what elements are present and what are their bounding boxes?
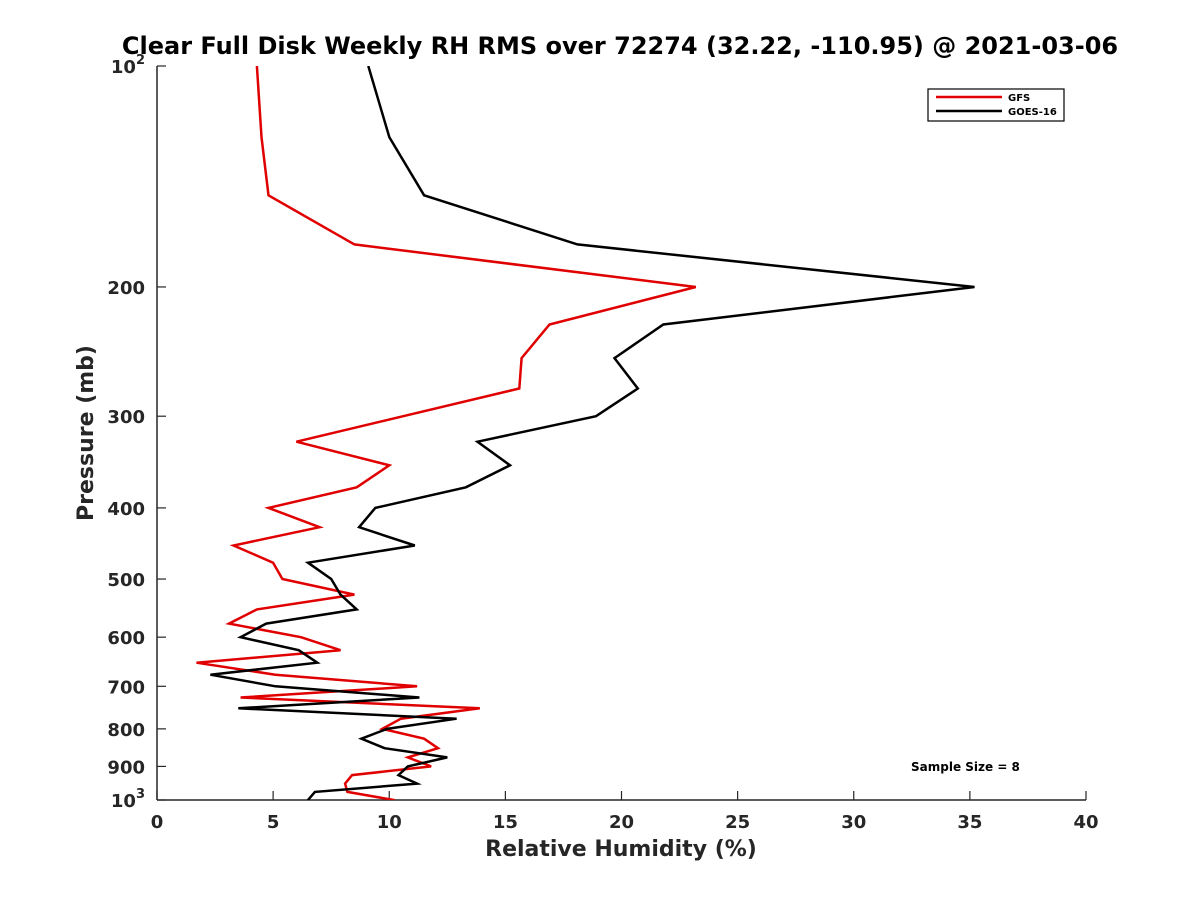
y-tick-base: 800 bbox=[107, 720, 145, 741]
y-tick-base: 200 bbox=[107, 278, 145, 299]
y-tick-base: 300 bbox=[107, 407, 145, 428]
y-tick-base: 900 bbox=[107, 757, 145, 778]
series-lines bbox=[196, 66, 975, 800]
x-tick-label: 40 bbox=[1073, 812, 1098, 833]
y-axis-label: Pressure (mb) bbox=[74, 345, 99, 521]
chart-title: Clear Full Disk Weekly RH RMS over 72274… bbox=[122, 32, 1118, 60]
y-tick-label: 700 bbox=[107, 677, 145, 698]
series-line-goes16 bbox=[210, 66, 975, 800]
y-tick-label: 102 bbox=[111, 53, 145, 78]
y-tick-base: 400 bbox=[107, 499, 145, 520]
x-tick-label: 15 bbox=[493, 812, 518, 833]
y-tick-label: 500 bbox=[107, 570, 145, 591]
y-tick-base: 500 bbox=[107, 570, 145, 591]
x-tick-label: 25 bbox=[725, 812, 750, 833]
x-tick-label: 30 bbox=[841, 812, 866, 833]
y-tick-label: 103 bbox=[111, 787, 145, 812]
y-tick-base: 700 bbox=[107, 677, 145, 698]
y-tick-label: 300 bbox=[107, 407, 145, 428]
y-tick-label: 600 bbox=[107, 628, 145, 649]
x-tick-label: 5 bbox=[267, 812, 280, 833]
x-axis-ticks: 0 5 10 15 20 25 30 35 40 bbox=[151, 791, 1099, 833]
legend-label-gfs: GFS bbox=[1008, 93, 1030, 104]
y-tick-label: 800 bbox=[107, 720, 145, 741]
y-tick-base: 600 bbox=[107, 628, 145, 649]
y-tick-exponent: 3 bbox=[136, 787, 145, 802]
x-tick-label: 10 bbox=[377, 812, 402, 833]
y-tick-base: 10 bbox=[111, 791, 136, 812]
y-tick-label: 400 bbox=[107, 499, 145, 520]
y-tick-label: 200 bbox=[107, 278, 145, 299]
x-axis-label: Relative Humidity (%) bbox=[485, 837, 757, 862]
x-tick-label: 35 bbox=[957, 812, 982, 833]
y-tick-label: 900 bbox=[107, 757, 145, 778]
x-tick-label: 0 bbox=[151, 812, 164, 833]
x-tick-label: 20 bbox=[609, 812, 634, 833]
legend: GFS GOES-16 bbox=[927, 88, 1065, 122]
plot-area: 0 5 10 15 20 25 30 35 40 10220030040050060070080… bbox=[107, 53, 1098, 833]
sample-size-annotation: Sample Size = 8 bbox=[911, 760, 1020, 774]
y-tick-exponent: 2 bbox=[136, 53, 145, 68]
series-line-gfs bbox=[196, 66, 697, 800]
legend-label-goes16: GOES-16 bbox=[1008, 107, 1057, 118]
y-tick-base: 10 bbox=[111, 57, 136, 78]
legend-box bbox=[927, 88, 1065, 122]
